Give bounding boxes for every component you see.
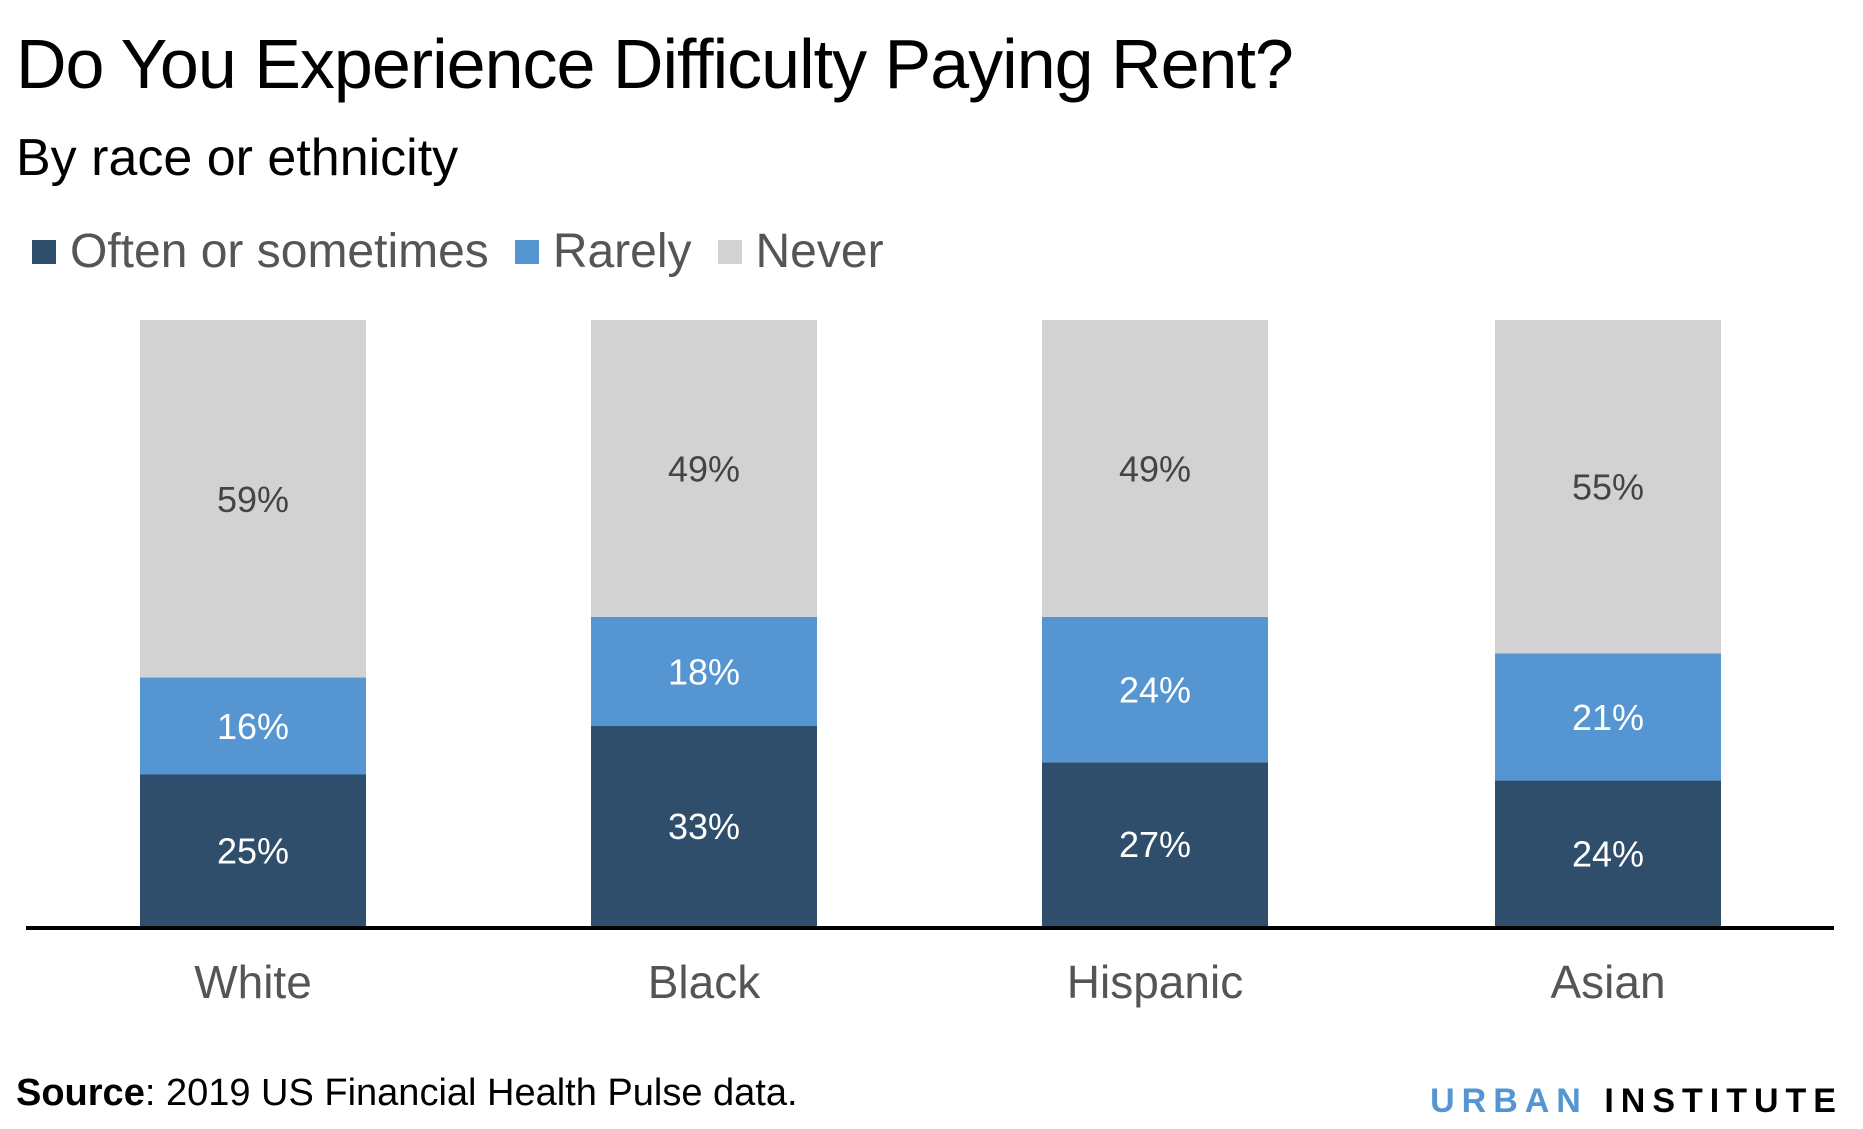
- bar-segment: [1042, 616, 1268, 763]
- data-label: 16%: [217, 706, 289, 747]
- bar-segment: [140, 774, 366, 926]
- data-label: 49%: [1119, 448, 1191, 489]
- legend-label: Rarely: [552, 225, 692, 278]
- bar-segment: [1042, 320, 1268, 617]
- legend-swatch: [32, 239, 56, 264]
- x-tick-label: Asian: [1550, 956, 1665, 1008]
- source-text: : 2019 US Financial Health Pulse data.: [144, 1072, 798, 1114]
- legend-swatch: [514, 239, 539, 264]
- legend-item: Rarely: [514, 224, 692, 279]
- bar-segment: [140, 320, 366, 678]
- data-label: 21%: [1572, 697, 1644, 738]
- data-label: 33%: [668, 806, 740, 847]
- data-label: 25%: [217, 830, 289, 871]
- data-label: 18%: [668, 651, 740, 692]
- bar-segment: [1495, 320, 1721, 654]
- chart-subtitle: By race or ethnicity: [16, 129, 459, 187]
- data-label: 49%: [668, 448, 740, 489]
- legend-item: Often or sometimes: [32, 224, 489, 279]
- x-tick-label: White: [194, 956, 312, 1008]
- data-label: 27%: [1119, 824, 1191, 865]
- data-label: 59%: [217, 479, 289, 520]
- bar-segment: [1495, 780, 1721, 926]
- x-tick-label: Hispanic: [1067, 956, 1243, 1008]
- legend-label: Often or sometimes: [70, 225, 489, 278]
- chart-title: Do You Experience Difficulty Paying Rent…: [16, 25, 1294, 103]
- data-label: 24%: [1119, 670, 1191, 711]
- bar-segment: [591, 616, 817, 727]
- bar-segment: [1495, 653, 1721, 781]
- legend-swatch: [717, 239, 742, 264]
- legend-label: Never: [755, 225, 884, 278]
- source-label: Source: [16, 1072, 145, 1114]
- bar-segment: [591, 726, 817, 926]
- bar-segment: [140, 677, 366, 775]
- source-note: Source: 2019 US Financial Health Pulse d…: [16, 1072, 798, 1115]
- x-tick-label: Black: [648, 956, 761, 1008]
- bar-segment: [591, 320, 817, 617]
- legend-item: Never: [717, 224, 884, 279]
- logo-urban: URBAN: [1430, 1082, 1588, 1120]
- data-label: 24%: [1572, 833, 1644, 874]
- bar-segment: [1042, 762, 1268, 926]
- urban-institute-logo: URBAN INSTITUTE: [1430, 1082, 1843, 1121]
- legend: Often or sometimes Rarely Never: [32, 224, 910, 279]
- data-label: 55%: [1572, 467, 1644, 508]
- logo-institute: INSTITUTE: [1604, 1082, 1843, 1120]
